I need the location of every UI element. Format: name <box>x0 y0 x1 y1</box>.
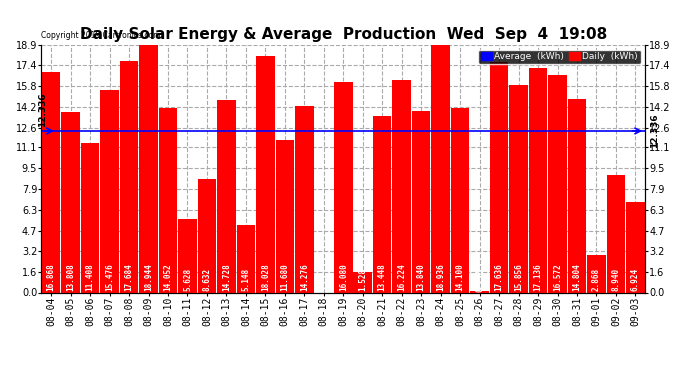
Text: 13.840: 13.840 <box>417 263 426 291</box>
Text: 6.924: 6.924 <box>631 267 640 291</box>
Bar <box>81 143 99 292</box>
Bar <box>178 219 197 292</box>
Text: 14.100: 14.100 <box>455 263 464 291</box>
Text: 0.152: 0.152 <box>475 269 484 292</box>
Text: 11.680: 11.680 <box>280 263 289 291</box>
Bar <box>568 99 586 292</box>
Bar <box>217 100 236 292</box>
Bar <box>471 291 489 292</box>
Bar <box>198 180 216 292</box>
Text: 16.572: 16.572 <box>553 263 562 291</box>
Text: 18.944: 18.944 <box>144 263 153 291</box>
Bar <box>529 68 547 292</box>
Text: 14.804: 14.804 <box>573 263 582 291</box>
Text: 14.052: 14.052 <box>164 263 172 291</box>
Text: 13.808: 13.808 <box>66 263 75 291</box>
Text: 15.856: 15.856 <box>514 263 523 291</box>
Text: 14.276: 14.276 <box>300 263 309 291</box>
Bar <box>412 111 431 292</box>
Bar <box>587 255 606 292</box>
Text: 17.684: 17.684 <box>124 263 134 291</box>
Text: 13.448: 13.448 <box>377 263 386 291</box>
Bar <box>275 140 294 292</box>
Bar <box>237 225 255 292</box>
Bar <box>626 202 644 292</box>
Text: 16.080: 16.080 <box>339 263 348 291</box>
Text: 17.136: 17.136 <box>533 263 542 291</box>
Text: 5.148: 5.148 <box>241 267 250 291</box>
Bar <box>353 273 372 292</box>
Bar <box>549 75 566 292</box>
Bar <box>159 108 177 292</box>
Title: Daily Solar Energy & Average  Production  Wed  Sep  4  19:08: Daily Solar Energy & Average Production … <box>79 27 607 42</box>
Bar <box>451 108 469 292</box>
Bar <box>393 80 411 292</box>
Text: 8.940: 8.940 <box>611 267 620 291</box>
Text: 1.528: 1.528 <box>358 267 367 291</box>
Text: 12.336: 12.336 <box>650 114 659 148</box>
Bar <box>120 61 138 292</box>
Text: 15.476: 15.476 <box>105 263 114 291</box>
Text: 18.028: 18.028 <box>261 263 270 291</box>
Text: 14.728: 14.728 <box>222 263 231 291</box>
Bar <box>295 105 313 292</box>
Bar <box>509 85 528 292</box>
Bar <box>490 62 509 292</box>
Legend: Average  (kWh), Daily  (kWh): Average (kWh), Daily (kWh) <box>478 50 640 64</box>
Bar <box>431 45 450 292</box>
Bar <box>100 90 119 292</box>
Bar <box>607 176 625 292</box>
Bar <box>42 72 61 292</box>
Text: 11.408: 11.408 <box>86 263 95 291</box>
Text: 18.936: 18.936 <box>436 263 445 291</box>
Text: 8.632: 8.632 <box>202 267 211 291</box>
Text: 2.868: 2.868 <box>592 267 601 291</box>
Text: 5.628: 5.628 <box>183 267 192 291</box>
Bar <box>256 56 275 292</box>
Text: 17.636: 17.636 <box>495 263 504 291</box>
Text: 16.224: 16.224 <box>397 263 406 291</box>
Bar <box>373 116 391 292</box>
Text: Copyright 2019 Cartronics.com: Copyright 2019 Cartronics.com <box>41 31 161 40</box>
Bar <box>334 82 353 292</box>
Bar <box>139 44 158 292</box>
Bar <box>61 112 80 292</box>
Text: 12.336: 12.336 <box>38 92 47 127</box>
Text: 16.868: 16.868 <box>47 263 56 291</box>
